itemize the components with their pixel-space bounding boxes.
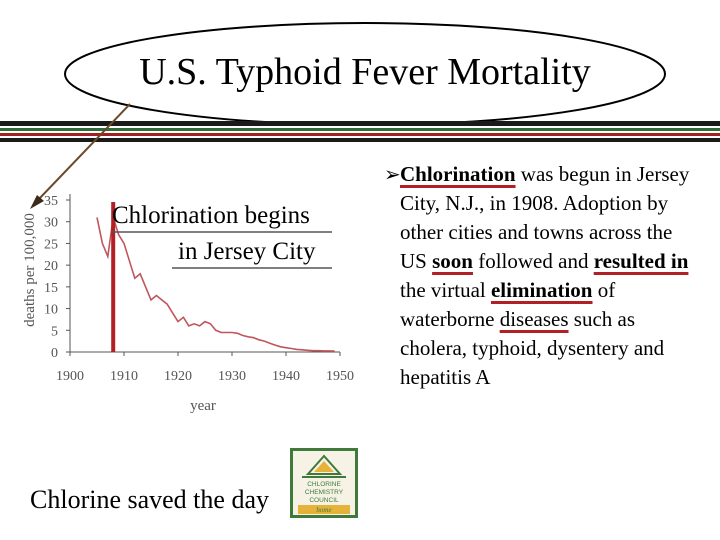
- y-tick-label: 30: [44, 216, 58, 231]
- band-dark-bottom: [0, 138, 720, 142]
- y-tick-label: 5: [51, 324, 58, 339]
- bullet-seg-8: of waterborne: [400, 278, 616, 331]
- y-tick-label: 20: [44, 259, 58, 274]
- bullet-seg-elimination: elimination: [490, 278, 593, 302]
- series-line: [96, 217, 335, 352]
- x-tick-label: 1900: [56, 369, 84, 384]
- footer-caption: Chlorine saved the day: [30, 485, 269, 514]
- bullet-seg-4: followed and: [472, 249, 594, 273]
- pointer-line: [37, 103, 131, 201]
- x-tick-label: 1930: [218, 369, 246, 384]
- bullet-seg-diseases: diseases: [499, 307, 569, 331]
- band-green: [0, 128, 720, 131]
- logo-line2: CHEMISTRY: [305, 489, 344, 496]
- bullet-seg-2: was begun in Jersey City, N.J., in 1908.…: [400, 162, 690, 273]
- x-tick-label: 1950: [326, 369, 354, 384]
- pointer-arrowhead: [30, 195, 44, 209]
- logo-line4: home: [316, 506, 331, 514]
- y-tick-label: 15: [44, 281, 58, 296]
- annotation-line1: Chlorination begins: [112, 202, 310, 229]
- x-axis-label: year: [190, 398, 216, 414]
- annotation-line2: in Jersey City: [178, 238, 316, 265]
- bullet-seg-soon: soon: [432, 249, 473, 273]
- y-tick-label: 35: [44, 194, 58, 209]
- band-dark-top: [0, 121, 720, 126]
- slide-title: U.S. Typhoid Fever Mortality: [139, 51, 591, 93]
- x-tick-label: 1940: [272, 369, 300, 384]
- logo-line3: COUNCIL: [309, 497, 339, 504]
- x-tick-label: 1910: [110, 369, 138, 384]
- bullet-arrow-icon: ➢: [384, 164, 401, 186]
- bullet-seg-10: such as cholera, typhoid, dysentery and …: [400, 307, 665, 389]
- y-axis-label: deaths per 100,000: [22, 213, 38, 327]
- x-tick-label: 1920: [164, 369, 192, 384]
- logo-line1: CHLORINE: [307, 481, 341, 488]
- bullet-seg-6: the virtual: [400, 278, 491, 302]
- band-red: [0, 133, 720, 136]
- y-tick-label: 25: [44, 237, 58, 252]
- bullet-text: Chlorination was begun in Jersey City, N…: [400, 160, 700, 392]
- bullet-seg-chlorination: Chlorination: [400, 162, 516, 186]
- chlorine-chemistry-council-logo[interactable]: CHLORINE CHEMISTRY COUNCIL home: [290, 448, 358, 518]
- y-tick-label: 10: [44, 303, 58, 318]
- y-tick-label: 0: [51, 346, 58, 361]
- bullet-seg-resulted-in: resulted in: [593, 249, 689, 273]
